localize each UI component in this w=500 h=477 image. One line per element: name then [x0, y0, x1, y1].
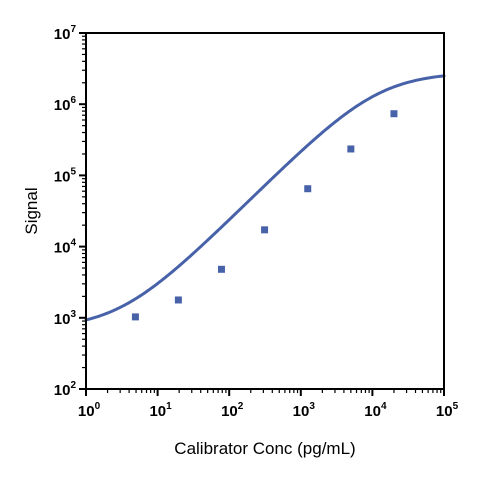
- data-point: [174, 296, 182, 304]
- plot-frame: [85, 32, 445, 390]
- x-tick-label: 103: [293, 401, 316, 420]
- x-tick-label: 104: [364, 401, 387, 420]
- y-tick-label: 103: [54, 309, 77, 328]
- y-axis-title: Signal: [22, 187, 41, 234]
- labels-layer: 100 101 102 103 104 105 102 103 104 105 106 107: [54, 24, 459, 420]
- x-tick-label: 105: [436, 401, 459, 420]
- fit-curve: [84, 74, 446, 322]
- data-point: [261, 226, 269, 234]
- y-tick-label: 107: [54, 24, 77, 43]
- x-tick-label: 102: [221, 401, 244, 420]
- data-point: [304, 185, 312, 193]
- y-tick-label: 106: [54, 95, 77, 114]
- data-point: [131, 313, 139, 321]
- y-tick-label: 102: [54, 380, 77, 399]
- data-point: [347, 145, 355, 153]
- y-tick-label: 104: [54, 238, 77, 257]
- points-layer: [131, 110, 398, 321]
- curve-layer: [84, 74, 446, 322]
- data-point: [217, 265, 225, 273]
- y-tick-label: 105: [54, 166, 77, 185]
- ticks-layer: [79, 32, 445, 396]
- x-tick-label: 101: [149, 401, 172, 420]
- data-point: [390, 110, 398, 118]
- x-axis-title: Calibrator Conc (pg/mL): [174, 439, 355, 458]
- x-tick-label: 100: [78, 401, 101, 420]
